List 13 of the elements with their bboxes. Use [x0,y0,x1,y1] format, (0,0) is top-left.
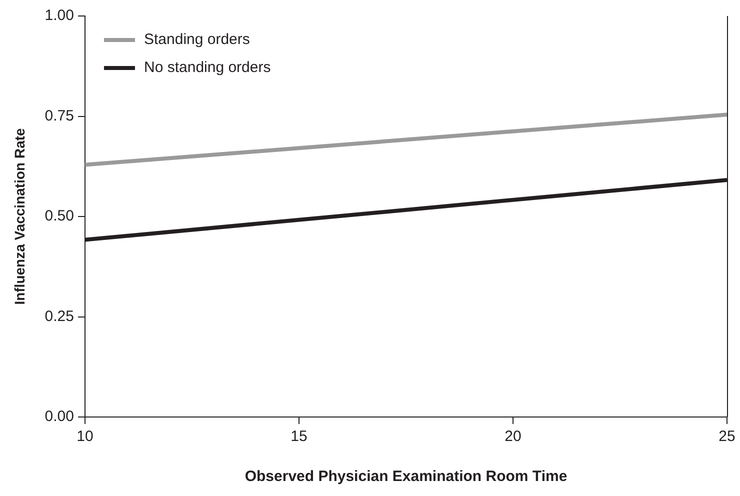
x-axis-title: Observed Physician Examination Room Time [244,468,568,486]
y-axis-title: Influenza Vaccination Rate [11,128,28,305]
legend-label: No standing orders [144,59,271,76]
y-tick-label: 0.50 [44,208,74,225]
y-tick-label: 0.00 [44,408,74,426]
y-tick-label: 0.75 [44,107,74,124]
x-tick-label: 10 [76,428,94,446]
y-tick-label: 1.00 [44,7,74,24]
x-tick-label: 25 [718,428,736,446]
y-tick-label: 0.25 [44,308,74,325]
x-tick-label: 20 [504,428,522,446]
legend-label: Standing orders [144,31,250,48]
x-tick-label: 15 [290,428,308,446]
